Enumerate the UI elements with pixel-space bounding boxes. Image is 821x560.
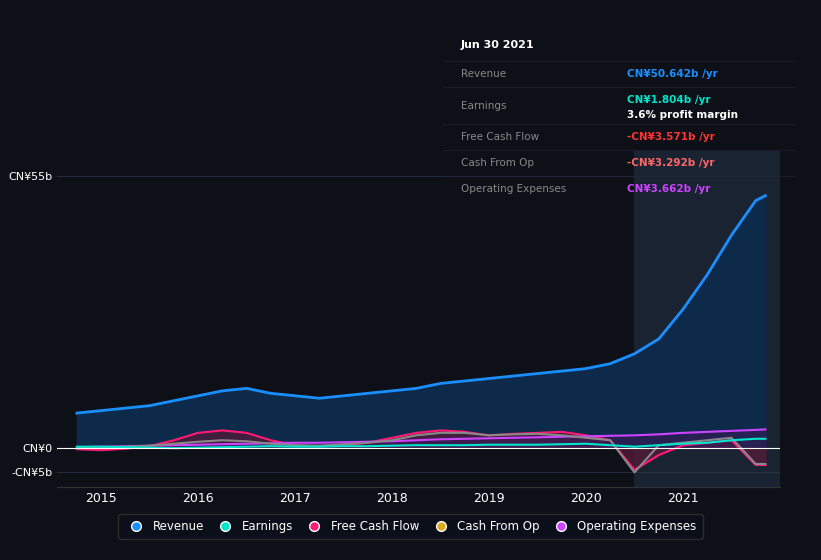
- Text: Operating Expenses: Operating Expenses: [461, 184, 566, 194]
- Bar: [635, 151, 809, 487]
- Text: CN¥1.804b /yr: CN¥1.804b /yr: [627, 95, 710, 105]
- Text: Cash From Op: Cash From Op: [461, 158, 534, 168]
- Text: Jun 30 2021: Jun 30 2021: [461, 40, 534, 50]
- Text: Revenue: Revenue: [461, 69, 506, 79]
- Text: -CN¥3.292b /yr: -CN¥3.292b /yr: [627, 158, 714, 168]
- Text: CN¥3.662b /yr: CN¥3.662b /yr: [627, 184, 710, 194]
- Text: Earnings: Earnings: [461, 101, 507, 111]
- Text: 3.6% profit margin: 3.6% profit margin: [627, 110, 738, 120]
- Text: Free Cash Flow: Free Cash Flow: [461, 132, 539, 142]
- Text: CN¥50.642b /yr: CN¥50.642b /yr: [627, 69, 718, 79]
- Legend: Revenue, Earnings, Free Cash Flow, Cash From Op, Operating Expenses: Revenue, Earnings, Free Cash Flow, Cash …: [118, 514, 703, 539]
- Text: -CN¥3.571b /yr: -CN¥3.571b /yr: [627, 132, 714, 142]
